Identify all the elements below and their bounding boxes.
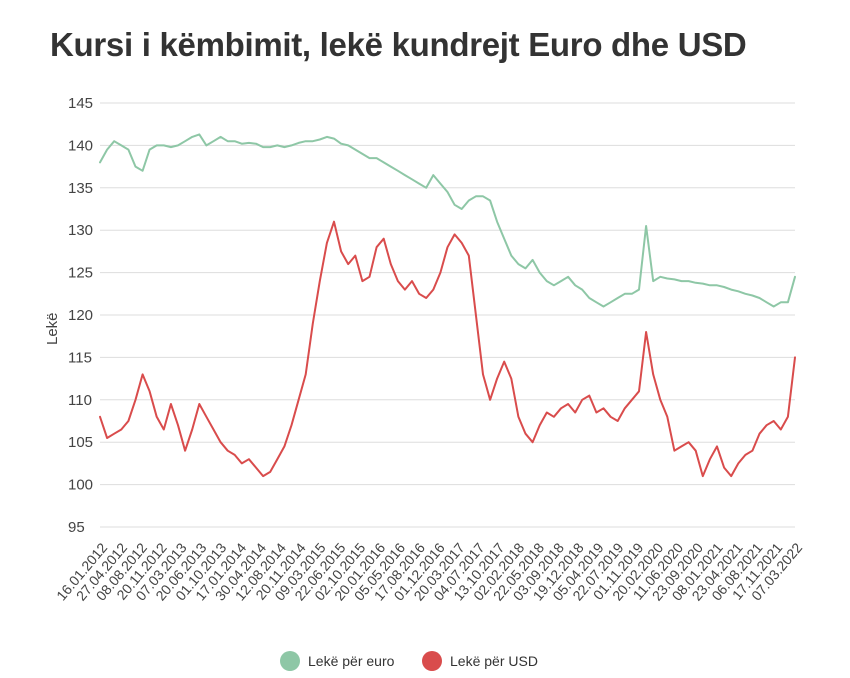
series-line-0 xyxy=(99,133,796,308)
x-axis-ticks: 16.01.201227.04.201208.08.201220.11.2012… xyxy=(53,539,805,603)
y-tick-label: 135 xyxy=(68,180,93,197)
y-tick-label: 105 xyxy=(68,434,93,451)
legend-marker xyxy=(422,651,442,671)
y-tick-label: 120 xyxy=(68,307,93,324)
y-tick-label: 130 xyxy=(68,222,93,239)
legend-label: Lekë për euro xyxy=(308,653,395,669)
y-axis-ticks: 95 100 105 110 115 120 125 130 135 140 145 xyxy=(68,95,93,536)
y-tick-label: 145 xyxy=(68,95,93,112)
y-tick-label: 140 xyxy=(68,137,93,154)
series-lines xyxy=(99,133,796,478)
y-axis-label: Lekë xyxy=(44,312,61,345)
chart-title: Kursi i këmbimit, lekë kundrejt Euro dhe… xyxy=(50,26,747,63)
y-tick-label: 115 xyxy=(68,349,92,366)
grid-lines xyxy=(100,102,795,528)
legend-label: Lekë për USD xyxy=(450,653,538,669)
y-tick-label: 125 xyxy=(68,265,93,282)
y-tick-label: 95 xyxy=(68,519,85,536)
y-tick-label: 110 xyxy=(68,392,92,409)
y-tick-label: 100 xyxy=(68,477,93,494)
legend-marker xyxy=(280,651,300,671)
series-line-1 xyxy=(99,220,796,478)
legend: Lekë për euro Lekë për USD xyxy=(280,651,538,671)
